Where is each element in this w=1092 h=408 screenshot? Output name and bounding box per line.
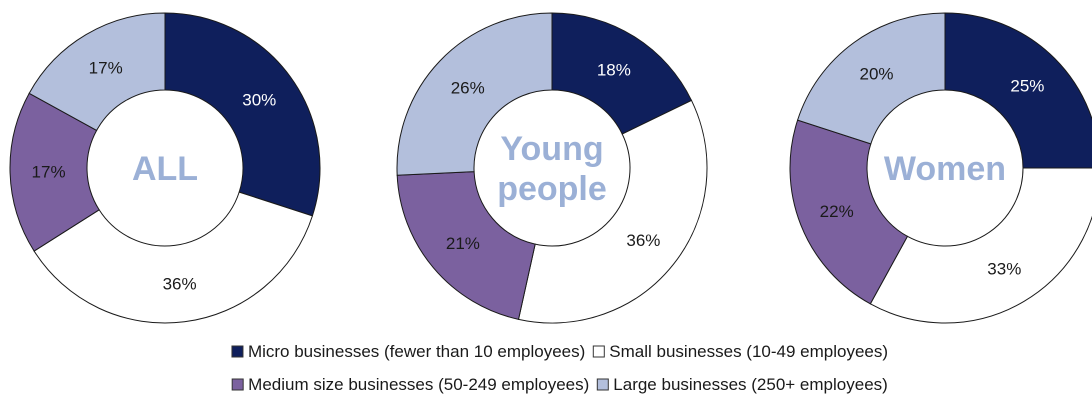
legend-label-medium: Medium size businesses (50-249 employees… [248, 375, 589, 394]
slice-label-medium-women: 22% [820, 202, 854, 221]
legend-item-large: Large businesses (250+ employees) [596, 375, 888, 394]
legend-item-medium: Medium size businesses (50-249 employees… [231, 375, 589, 394]
legend-swatch-large [596, 378, 609, 391]
legend-label-large: Large businesses (250+ employees) [613, 375, 888, 394]
slice-label-micro-young-people: 18% [597, 60, 631, 79]
slice-label-large-women: 20% [860, 65, 894, 84]
center-label-all: ALL [132, 150, 198, 188]
slice-medium-women [789, 119, 909, 305]
slice-label-small-all: 36% [163, 275, 197, 294]
legend-item-micro: Micro businesses (fewer than 10 employee… [231, 342, 585, 361]
legend-swatch-micro [231, 345, 244, 358]
slice-small-young-people [517, 99, 708, 324]
slice-label-small-women: 33% [987, 259, 1021, 278]
slice-medium-young-people [396, 171, 536, 320]
legend-swatch-medium [231, 378, 244, 391]
slice-label-medium-young-people: 21% [446, 234, 480, 253]
legend-label-micro: Micro businesses (fewer than 10 employee… [248, 342, 585, 361]
center-label-young-people: people [497, 170, 607, 208]
donut-women: 25% 33% 22% 20% Women [789, 12, 1092, 324]
legend-label-small: Small businesses (10-49 employees) [609, 342, 888, 361]
legend-item-small: Small businesses (10-49 employees) [592, 342, 888, 361]
slice-label-large-all: 17% [89, 59, 123, 78]
center-label-young-people: Young [500, 130, 603, 168]
slice-label-micro-women: 25% [1010, 77, 1044, 96]
slice-label-large-young-people: 26% [451, 79, 485, 98]
donut-all: 30% 36% 17% 17% ALL [9, 12, 321, 324]
slice-small-all [33, 191, 314, 324]
legend-swatch-small [592, 345, 605, 358]
legend: Micro businesses (fewer than 10 employee… [231, 342, 888, 394]
center-label-women: Women [884, 150, 1006, 188]
slice-label-micro-all: 30% [242, 91, 276, 110]
slice-small-women [869, 167, 1092, 324]
slice-large-all [28, 12, 166, 132]
slice-label-small-young-people: 36% [626, 231, 660, 250]
slice-label-medium-all: 17% [32, 163, 66, 182]
slice-micro-young-people [551, 12, 693, 135]
slice-micro-all [164, 12, 321, 217]
slice-micro-women [944, 12, 1092, 169]
slice-large-young-people [396, 12, 553, 176]
slice-large-women [796, 12, 946, 145]
